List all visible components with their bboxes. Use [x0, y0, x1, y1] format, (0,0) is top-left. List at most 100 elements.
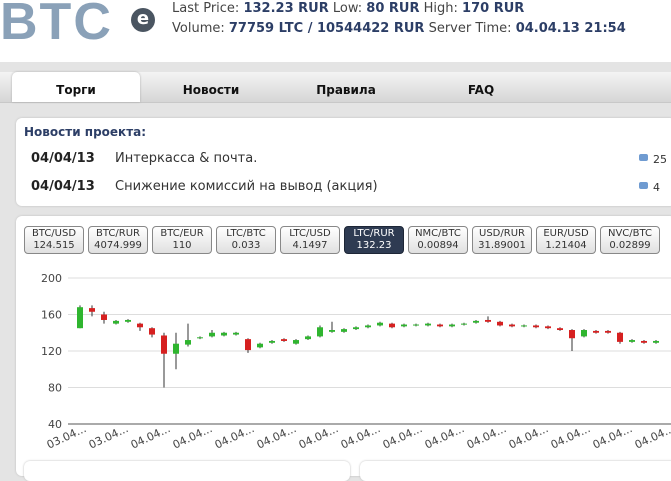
candle-body [281, 339, 287, 341]
candle-body [221, 332, 227, 336]
pair-price: 0.00894 [417, 240, 459, 251]
y-tick-label: 160 [41, 309, 62, 322]
candle-body [125, 319, 131, 322]
candle-body [437, 324, 443, 327]
pair-name: LTC/RUR [353, 228, 395, 239]
candle-body [161, 335, 167, 354]
candle-body [485, 319, 491, 322]
pair-name: EUR/USD [543, 228, 589, 239]
candle-body [341, 329, 347, 332]
y-tick-label: 80 [48, 382, 62, 395]
candle-body [185, 340, 191, 345]
orders-panel [360, 461, 671, 481]
candle-body [209, 332, 215, 337]
pair-button[interactable]: USD/RUR 31.89001 [472, 226, 532, 254]
stat-label: High: [423, 1, 458, 16]
candle-body [89, 308, 95, 312]
candle-body [77, 307, 83, 329]
candle-body [653, 340, 659, 343]
x-tick-label: 04.04... [423, 422, 467, 452]
pair-button[interactable]: BTC/EUR 110 [152, 226, 212, 254]
candle-body [365, 325, 371, 328]
pair-price: 4.1497 [292, 240, 328, 251]
pair-button[interactable]: LTC/RUR 132.23 [344, 226, 404, 254]
nav-tab[interactable]: FAQ [467, 83, 495, 97]
candle-body [137, 323, 143, 328]
pair-button[interactable]: LTC/USD 4.1497 [280, 226, 340, 254]
pair-name: BTC/EUR [160, 228, 204, 239]
pair-button[interactable]: BTC/RUR 4074.999 [88, 226, 148, 254]
candle-body [257, 343, 263, 348]
candle-body [317, 327, 323, 337]
chart-panel [16, 216, 671, 476]
candle-body [233, 332, 239, 335]
candle-body [389, 323, 395, 328]
pair-name: BTC/RUR [96, 228, 140, 239]
y-tick-label: 200 [41, 272, 62, 285]
candle-body [509, 324, 515, 327]
x-tick-label: 04.04... [129, 422, 173, 452]
comment-icon [639, 154, 648, 161]
pair-price: 110 [172, 240, 192, 251]
news-date: 04/04/13 [31, 179, 95, 194]
candle-body [533, 325, 539, 328]
x-tick-label: 04.04... [213, 422, 257, 452]
comment-count[interactable]: 4 [653, 181, 660, 194]
x-tick-label: 04.04... [633, 422, 671, 452]
candle-body [197, 337, 203, 339]
x-tick-label: 04.04... [549, 422, 593, 452]
pair-price: 1.21404 [545, 240, 587, 251]
stat-line: Volume: 77759 LTC / 10544422 RUR Server … [172, 21, 626, 36]
stat-label: Server Time: [428, 21, 512, 36]
x-tick-label: 04.04... [339, 422, 383, 452]
candle-body [449, 324, 455, 327]
pair-button[interactable]: NMC/BTC 0.00894 [408, 226, 468, 254]
pair-price: 0.02899 [609, 240, 651, 251]
pair-button[interactable]: NVC/BTC 0.02899 [600, 226, 660, 254]
pair-price: 0.033 [231, 240, 261, 251]
nav-tab[interactable]: Новости [182, 83, 240, 97]
orders-panel [24, 461, 350, 481]
news-link[interactable]: Снижение комиссий на вывод (акция) [115, 179, 378, 194]
candle-body [557, 328, 563, 331]
candle-body [593, 330, 599, 333]
pair-name: NVC/BTC [607, 228, 653, 239]
header: BTC e Last Price: 132.23 RUR Low: 80 RUR… [0, 0, 671, 62]
stat-line: Last Price: 132.23 RUR Low: 80 RUR High:… [172, 1, 524, 16]
candle-body [305, 336, 311, 340]
candle-body [521, 325, 527, 327]
stat-value: 132.23 RUR [243, 1, 329, 16]
stat-value: 80 RUR [366, 1, 420, 16]
candle-body [413, 324, 419, 326]
nav-tab[interactable]: Правила [316, 83, 376, 97]
candle-body [569, 330, 575, 339]
candle-body [545, 326, 551, 329]
logo[interactable]: BTC [0, 0, 113, 51]
nav-tab[interactable]: Торги [12, 72, 140, 102]
x-tick-label: 04.04... [465, 422, 509, 452]
candle-body [473, 320, 479, 323]
news-link[interactable]: Интеркасса & почта. [115, 151, 258, 166]
comment-count[interactable]: 25 [653, 153, 667, 166]
stat-value: 77759 LTC / 10544422 RUR [228, 21, 425, 36]
x-tick-label: 04.04... [381, 422, 425, 452]
candle-body [101, 314, 107, 320]
chart: 408012016020003.04...03.04...04.04...04.… [41, 272, 671, 452]
stat-label: Low: [332, 1, 363, 16]
x-tick-label: 03.04... [87, 422, 131, 452]
pair-button[interactable]: EUR/USD 1.21404 [536, 226, 596, 254]
pair-button[interactable]: BTC/USD 124.515 [24, 226, 84, 254]
candle-body [581, 330, 587, 337]
candle-body [293, 340, 299, 344]
candle-body [149, 328, 155, 335]
stat-value: 170 RUR [462, 1, 525, 16]
pair-button[interactable]: LTC/BTC 0.033 [216, 226, 276, 254]
pair-name: LTC/USD [289, 228, 331, 239]
news-panel: Новости проекта: 04/04/13 Интеркасса & по… [16, 118, 671, 206]
x-tick-label: 04.04... [507, 422, 551, 452]
y-tick-label: 40 [48, 418, 62, 431]
candle-body [269, 340, 275, 343]
x-tick-label: 04.04... [255, 422, 299, 452]
candle-body [425, 323, 431, 326]
